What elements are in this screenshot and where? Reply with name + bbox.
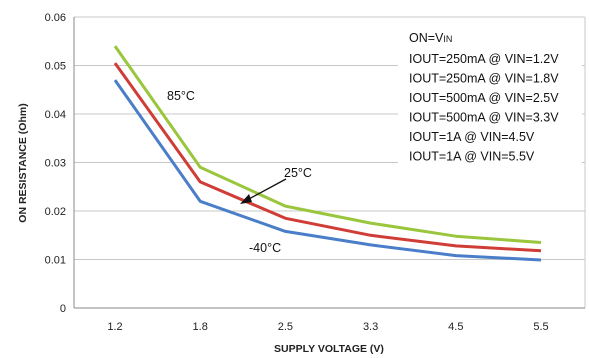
x-tick-label: 3.3 [363,321,378,333]
series-line [113,79,542,262]
x-axis-title: SUPPLY VOLTAGE (V) [274,343,384,355]
y-tick-label: 0.02 [45,206,66,218]
plot-area [73,17,585,309]
series-line [113,45,542,244]
on-condition-label: ON=VIN [409,31,452,45]
series-line [113,62,542,253]
y-tick-label: 0.04 [45,109,66,121]
x-tick-label: 5.5 [533,321,548,333]
condition-line: IOUT=250mA @ VIN=1.2V [409,52,559,66]
y-tick-label: 0.01 [45,255,66,267]
grid [74,16,586,308]
x-tick-label: 4.5 [448,321,463,333]
x-tick-label: 2.5 [278,321,293,333]
y-tick-label: 0.05 [45,61,66,73]
condition-line: IOUT=1A @ VIN=4.5V [409,130,535,144]
series-lines [113,45,542,262]
x-tick-labels: 1.2 1.8 2.5 3.3 4.5 5.5 [107,321,548,333]
y-tick-label: 0.06 [45,12,66,24]
condition-line: IOUT=500mA @ VIN=3.3V [409,111,559,125]
condition-line: IOUT=250mA @ VIN=1.8V [409,72,559,86]
series-label-25c: 25°C [284,166,312,180]
y-tick-labels: 0 0.01 0.02 0.03 0.04 0.05 0.06 [45,12,66,315]
y-axis-title: ON RESISTANCE (Ohm) [17,103,29,222]
x-tick-label: 1.2 [107,321,122,333]
arrow-25c [240,178,287,204]
y-tick-label: 0.03 [45,158,66,170]
x-tick-label: 1.8 [193,321,208,333]
y-tick-label: 0 [60,303,66,315]
conditions-list: IOUT=250mA @ VIN=1.2V IOUT=250mA @ VIN=1.… [409,52,559,164]
condition-line: IOUT=1A @ VIN=5.5V [409,150,535,164]
series-label-85c: 85°C [167,89,195,103]
conditions-box [398,24,582,166]
condition-line: IOUT=500mA @ VIN=2.5V [409,91,559,105]
series-label-minus40c: -40°C [249,241,281,255]
